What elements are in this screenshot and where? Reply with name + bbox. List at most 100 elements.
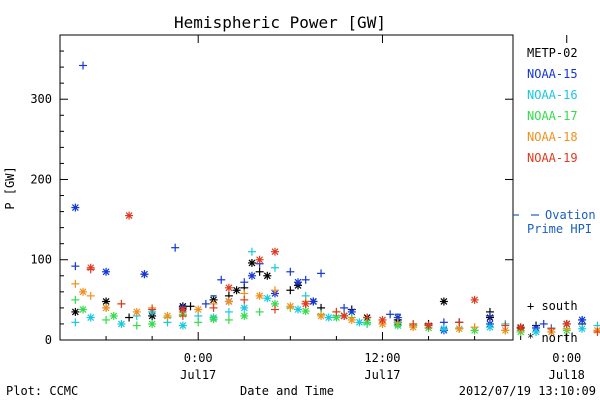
x-tick-date-label: Jul17 [364, 368, 400, 382]
data-point-north [163, 311, 172, 320]
data-point-south [71, 295, 80, 304]
x-tick-date-label: Jul17 [180, 368, 216, 382]
data-point-south [539, 319, 548, 328]
data-point-north [485, 323, 494, 332]
data-point-south [286, 267, 295, 276]
y-tick-label: 200 [30, 172, 52, 186]
data-point-south [117, 299, 126, 308]
data-point-south [148, 305, 157, 314]
data-point-south [132, 321, 141, 330]
legend-item: NOAA-17 [527, 109, 578, 123]
data-point-south [547, 324, 556, 333]
data-point-north [255, 255, 264, 264]
data-point-north [309, 297, 318, 306]
data-point-north [424, 321, 433, 330]
south-marker-legend: + south [527, 299, 578, 313]
data-point-south [71, 279, 80, 288]
data-point-north [439, 297, 448, 306]
data-point-south [201, 299, 210, 308]
data-point-south [485, 311, 494, 320]
data-point-north [324, 313, 333, 322]
data-point-south [125, 313, 134, 322]
data-point-north [102, 303, 111, 312]
data-point-north [79, 305, 88, 314]
legend-item: NOAA-15 [527, 67, 578, 81]
x-tick-date-label: Jul18 [549, 368, 585, 382]
data-point-north [294, 305, 303, 314]
data-point-north [263, 294, 272, 303]
data-point-north [578, 315, 587, 324]
plot-area [59, 34, 514, 341]
legend-item: NOAA-16 [527, 88, 578, 102]
data-point-north [140, 270, 149, 279]
footer-source: Plot: CCMC [6, 384, 78, 398]
data-point-south [240, 295, 249, 304]
data-point-north [501, 326, 510, 335]
data-point-south [194, 318, 203, 327]
data-point-north [301, 299, 310, 308]
data-point-north [79, 287, 88, 296]
data-point-south [217, 275, 226, 284]
data-point-north [263, 271, 272, 280]
data-point-south [270, 286, 279, 295]
data-point-south [209, 303, 218, 312]
data-point-north [255, 291, 264, 300]
data-point-south [386, 310, 395, 319]
data-point-south [240, 278, 249, 287]
marker-legend: + south * north [527, 299, 578, 345]
data-point-south [255, 267, 264, 276]
data-point-south [270, 305, 279, 314]
data-point-north [294, 278, 303, 287]
plot-frame [59, 34, 514, 341]
data-point-north [125, 211, 134, 220]
data-point-south [317, 269, 326, 278]
data-point-north [86, 313, 95, 322]
y-axis-ticks: 0 100 200 300 [30, 50, 513, 347]
data-point-south [593, 327, 600, 336]
data-point-north [455, 324, 464, 333]
y-tick-label: 100 [30, 253, 52, 267]
data-point-south [224, 307, 233, 316]
data-point-north [593, 326, 600, 335]
legend-item: NOAA-18 [527, 130, 578, 144]
data-point-north [270, 247, 279, 256]
data-point-north [86, 263, 95, 272]
data-point-south [409, 319, 418, 328]
data-point-north [117, 319, 126, 328]
data-point-north [317, 311, 326, 320]
data-point-north [209, 315, 218, 324]
data-point-north [516, 323, 525, 332]
x-tick-time-label: 0:00 [184, 351, 213, 365]
data-point-north [232, 286, 241, 295]
data-point-north [301, 307, 310, 316]
legend-item: NOAA-19 [527, 151, 578, 165]
y-axis-label: P [GW] [3, 166, 17, 209]
y-tick-label: 300 [30, 92, 52, 106]
data-point-south [286, 286, 295, 295]
data-point-north [562, 319, 571, 328]
data-point-north [355, 318, 364, 327]
data-point-south [363, 313, 372, 322]
data-point-south [86, 291, 95, 300]
legend: METP-02 NOAA-15 NOAA-16 NOAA-17 NOAA-18 NOAA-… [527, 46, 578, 165]
ovation-legend-label-2: Prime HPI [527, 222, 592, 236]
data-point-north [240, 303, 249, 312]
x-tick-time-label: 0:00 [552, 351, 581, 365]
data-point-south [79, 61, 88, 70]
legend-item: METP-02 [527, 46, 578, 60]
x-axis-label: Date and Time [240, 384, 334, 398]
north-marker-legend: * north [527, 331, 578, 345]
data-point-north [340, 311, 349, 320]
data-point-north [470, 295, 479, 304]
data-point-south [71, 262, 80, 271]
data-point-north [439, 324, 448, 333]
data-point-south [332, 307, 341, 316]
data-point-north [71, 203, 80, 212]
data-point-north [132, 307, 141, 316]
data-point-north [194, 305, 203, 314]
data-point-south [71, 318, 80, 327]
data-point-north [578, 324, 587, 333]
data-point-north [71, 307, 80, 316]
data-point-north [109, 311, 118, 320]
